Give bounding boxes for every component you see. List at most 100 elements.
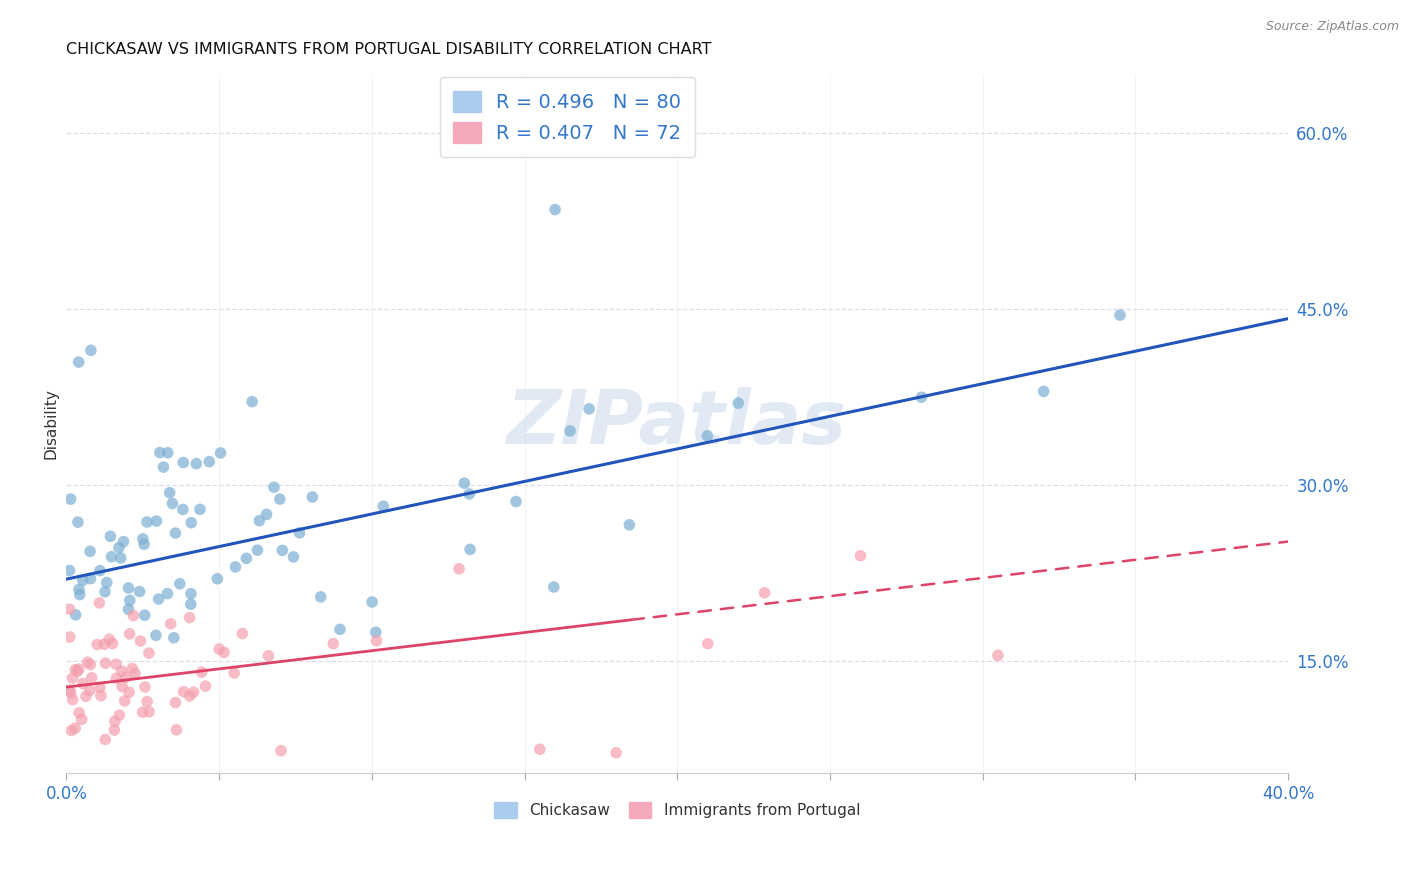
Text: CHICKASAW VS IMMIGRANTS FROM PORTUGAL DISABILITY CORRELATION CHART: CHICKASAW VS IMMIGRANTS FROM PORTUGAL DI…	[66, 42, 711, 57]
Point	[544, 202, 567, 217]
Point	[208, 642, 231, 657]
Point	[179, 689, 201, 703]
Point	[79, 572, 101, 586]
Text: Source: ZipAtlas.com: Source: ZipAtlas.com	[1265, 20, 1399, 33]
Point	[256, 508, 278, 522]
Point	[283, 549, 305, 564]
Point	[112, 534, 135, 549]
Point	[134, 608, 156, 623]
Point	[373, 499, 395, 513]
Point	[364, 625, 387, 640]
Point	[59, 630, 82, 644]
Point	[910, 390, 932, 404]
Point	[86, 638, 108, 652]
Point	[89, 681, 111, 695]
Point	[529, 742, 551, 756]
Point	[1109, 308, 1132, 322]
Point	[169, 576, 191, 591]
Point	[58, 564, 80, 578]
Point	[186, 457, 208, 471]
Point	[605, 746, 627, 760]
Point	[114, 694, 136, 708]
Text: ZIPatlas: ZIPatlas	[508, 387, 848, 460]
Point	[458, 487, 481, 501]
Point	[145, 628, 167, 642]
Point	[110, 551, 132, 566]
Point	[80, 343, 103, 358]
Point	[558, 424, 581, 438]
Point	[163, 631, 186, 645]
Point	[172, 456, 194, 470]
Point	[93, 637, 115, 651]
Point	[288, 525, 311, 540]
Y-axis label: Disability: Disability	[44, 388, 58, 459]
Point	[98, 632, 121, 647]
Point	[322, 637, 344, 651]
Point	[59, 683, 82, 698]
Point	[165, 526, 187, 541]
Point	[329, 622, 352, 636]
Point	[198, 455, 221, 469]
Point	[76, 655, 98, 669]
Point	[190, 665, 212, 680]
Point	[727, 396, 749, 410]
Point	[118, 627, 141, 641]
Point	[183, 685, 205, 699]
Point	[309, 590, 332, 604]
Point	[59, 686, 82, 700]
Point	[136, 695, 159, 709]
Point	[114, 670, 136, 684]
Point	[271, 543, 294, 558]
Point	[129, 634, 152, 648]
Point	[94, 656, 117, 670]
Point	[231, 626, 253, 640]
Point	[458, 542, 481, 557]
Point	[162, 496, 184, 510]
Point	[849, 549, 872, 563]
Point	[263, 480, 285, 494]
Point	[173, 684, 195, 698]
Point	[58, 602, 80, 616]
Point	[79, 683, 101, 698]
Point	[63, 721, 86, 735]
Point	[152, 460, 174, 475]
Point	[66, 665, 89, 679]
Point	[111, 680, 134, 694]
Point	[136, 515, 159, 529]
Point	[105, 672, 128, 686]
Point	[100, 549, 122, 564]
Point	[224, 560, 246, 574]
Point	[159, 485, 181, 500]
Point	[134, 537, 156, 551]
Point	[67, 355, 90, 369]
Point	[79, 544, 101, 558]
Point	[180, 516, 202, 530]
Point	[138, 646, 160, 660]
Point	[165, 696, 187, 710]
Point	[269, 492, 291, 507]
Point	[66, 515, 89, 529]
Point	[619, 517, 641, 532]
Point	[148, 592, 170, 607]
Point	[96, 575, 118, 590]
Point	[449, 562, 471, 576]
Point	[188, 502, 211, 516]
Point	[247, 514, 270, 528]
Point	[505, 494, 527, 508]
Point	[578, 401, 600, 416]
Point	[138, 705, 160, 719]
Point	[67, 582, 90, 597]
Point	[235, 551, 257, 566]
Point	[72, 676, 94, 690]
Point	[1032, 384, 1054, 399]
Point	[246, 543, 269, 558]
Point	[156, 587, 179, 601]
Point	[212, 645, 235, 659]
Point	[59, 492, 82, 507]
Point	[180, 597, 202, 611]
Point	[131, 705, 153, 719]
Point	[80, 671, 103, 685]
Point	[118, 685, 141, 699]
Point	[453, 476, 475, 491]
Point	[156, 446, 179, 460]
